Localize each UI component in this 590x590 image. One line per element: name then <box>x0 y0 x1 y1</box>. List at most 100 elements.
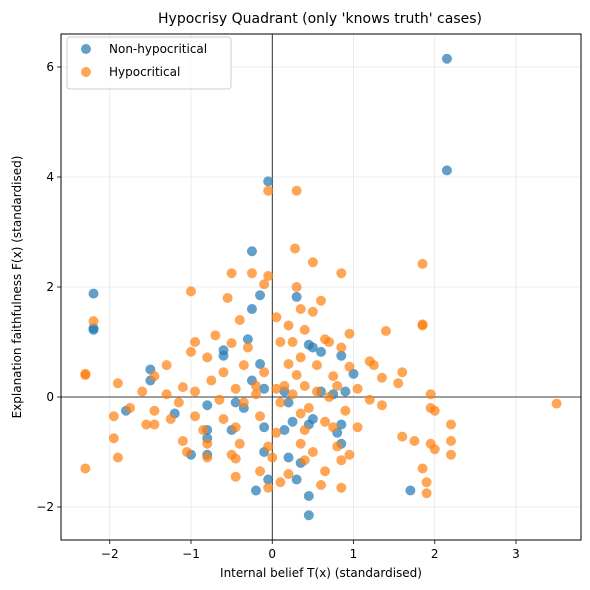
point-hypocritical <box>161 389 172 400</box>
point-hypocritical <box>108 433 119 444</box>
point-hypocritical <box>291 185 302 196</box>
point-hypocritical <box>108 411 119 422</box>
point-hypocritical <box>173 397 184 408</box>
point-non-hypocritical <box>303 510 314 521</box>
point-hypocritical <box>336 268 347 279</box>
point-hypocritical <box>88 316 99 327</box>
point-hypocritical <box>177 436 188 446</box>
point-non-hypocritical <box>88 324 99 335</box>
point-non-hypocritical <box>441 165 452 176</box>
point-hypocritical <box>202 438 213 449</box>
point-hypocritical <box>376 372 387 383</box>
point-non-hypocritical <box>316 346 326 357</box>
point-hypocritical <box>177 382 188 393</box>
x-tick-label: 2 <box>431 547 439 561</box>
point-hypocritical <box>251 381 261 391</box>
point-non-hypocritical <box>259 422 270 433</box>
point-hypocritical <box>242 342 253 353</box>
point-hypocritical <box>429 444 440 455</box>
point-non-hypocritical <box>202 400 213 411</box>
point-hypocritical <box>409 436 420 446</box>
point-hypocritical <box>291 282 302 292</box>
point-hypocritical <box>112 378 123 389</box>
point-hypocritical <box>112 452 123 463</box>
point-hypocritical <box>230 422 241 433</box>
point-non-hypocritical <box>441 53 452 64</box>
point-hypocritical <box>311 360 322 371</box>
y-tick-label: −2 <box>36 500 54 514</box>
axis-ticks: −2 −1 0 1 2 3 −2 0 2 4 6 <box>36 60 520 561</box>
point-hypocritical <box>238 397 249 408</box>
point-hypocritical <box>417 463 428 474</box>
point-hypocritical <box>336 482 347 493</box>
point-non-hypocritical <box>255 359 266 369</box>
point-non-hypocritical <box>336 350 347 361</box>
point-hypocritical <box>230 383 241 394</box>
point-hypocritical <box>218 414 229 424</box>
point-non-hypocritical <box>230 397 241 408</box>
point-hypocritical <box>421 477 432 488</box>
point-hypocritical <box>376 400 387 411</box>
x-tick-label: 1 <box>350 547 358 561</box>
point-hypocritical <box>299 381 310 391</box>
point-hypocritical <box>307 257 318 268</box>
point-hypocritical <box>340 405 351 416</box>
point-hypocritical <box>324 337 335 347</box>
point-hypocritical <box>255 411 266 422</box>
point-hypocritical <box>320 416 331 427</box>
point-non-hypocritical <box>263 176 274 187</box>
point-hypocritical <box>551 398 562 409</box>
point-hypocritical <box>234 315 245 325</box>
point-hypocritical <box>263 271 274 281</box>
point-hypocritical <box>328 371 339 382</box>
legend-marker-non-hypocritical <box>81 44 91 54</box>
point-hypocritical <box>283 320 294 331</box>
point-hypocritical <box>279 381 290 391</box>
point-hypocritical <box>275 397 286 408</box>
y-axis-label: Explanation faithfulness F(x) (standardi… <box>10 156 24 419</box>
x-tick-label: 0 <box>268 547 276 561</box>
point-hypocritical <box>344 449 355 460</box>
point-hypocritical <box>287 389 298 400</box>
y-tick-label: 6 <box>46 60 54 74</box>
point-hypocritical <box>429 405 440 416</box>
point-non-hypocritical <box>263 474 274 485</box>
point-hypocritical <box>295 352 306 363</box>
point-hypocritical <box>295 438 306 449</box>
point-non-hypocritical <box>283 397 294 408</box>
point-hypocritical <box>295 408 306 419</box>
point-hypocritical <box>263 441 274 452</box>
point-hypocritical <box>190 411 201 422</box>
point-hypocritical <box>259 367 270 378</box>
point-non-hypocritical <box>259 383 270 394</box>
point-hypocritical <box>137 386 148 397</box>
point-hypocritical <box>417 258 428 269</box>
point-hypocritical <box>299 425 310 435</box>
point-non-hypocritical <box>303 491 314 501</box>
point-hypocritical <box>186 346 196 357</box>
point-non-hypocritical <box>287 416 298 427</box>
point-hypocritical <box>446 436 456 446</box>
point-hypocritical <box>255 466 266 477</box>
point-hypocritical <box>397 431 408 442</box>
point-non-hypocritical <box>336 419 347 430</box>
point-hypocritical <box>271 312 282 323</box>
point-hypocritical <box>291 370 302 380</box>
point-hypocritical <box>397 367 408 378</box>
point-non-hypocritical <box>291 291 302 302</box>
x-tick-label: −1 <box>182 547 200 561</box>
point-hypocritical <box>368 360 379 371</box>
point-hypocritical <box>267 452 278 463</box>
point-hypocritical <box>316 295 326 306</box>
point-non-hypocritical <box>291 474 302 485</box>
point-hypocritical <box>352 422 363 433</box>
data-points <box>80 53 562 521</box>
point-hypocritical <box>186 286 196 297</box>
point-hypocritical <box>287 337 298 347</box>
point-hypocritical <box>344 361 355 372</box>
point-hypocritical <box>230 453 241 464</box>
point-hypocritical <box>238 360 249 371</box>
point-hypocritical <box>275 337 286 347</box>
x-tick-label: −2 <box>101 547 119 561</box>
